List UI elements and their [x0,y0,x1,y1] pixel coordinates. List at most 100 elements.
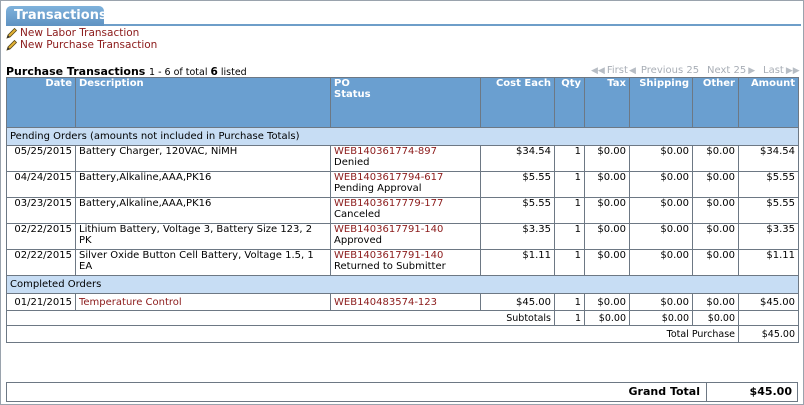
cell-cost: $3.35 [480,223,555,250]
cell-status: Returned to Submitter [334,261,446,272]
subtotal-shipping: $0.00 [629,310,693,326]
cell-date: 04/24/2015 [6,171,76,198]
cell-cost: $5.55 [480,171,555,198]
cell-tax: $0.00 [584,223,630,250]
tab-transactions[interactable]: Transactions [6,6,107,26]
table-row[interactable]: 05/25/2015 Battery Charger, 120VAC, NiMH W… [6,145,799,172]
record-count: 1 - 6 of total 6 listed [149,66,247,78]
cell-tax: $0.00 [584,145,630,172]
last-page-icon: ▶▶ [785,65,800,76]
cell-qty: 1 [554,249,585,276]
table-row[interactable]: 04/24/2015 Battery,Alkaline,AAA,PK16 WEB14… [6,171,799,198]
pager-last-label: Last [763,65,784,76]
cell-tax: $0.00 [584,293,630,311]
col-amount[interactable]: Amount [738,77,799,128]
pencil-icon [6,27,18,39]
table-row[interactable]: 02/22/2015 Silver Oxide Button Cell Batte… [6,249,799,276]
cell-date: 03/23/2015 [6,197,76,224]
subtotal-other: $0.00 [692,310,739,326]
cell-cost: $1.11 [480,249,555,276]
new-labor-transaction-link[interactable]: New Labor Transaction [20,27,140,39]
cell-status: Pending Approval [334,183,422,194]
col-qty[interactable]: Qty [554,77,585,128]
purchase-transactions-title: Purchase Transactions [6,65,146,78]
first-page-icon: ◀◀ [591,65,605,76]
cell-date: 05/25/2015 [6,145,76,172]
table-row[interactable]: 01/21/2015 Temperature Control WEB140483… [6,293,799,311]
cell-status: Denied [334,157,370,168]
subtotal-qty: 1 [554,310,585,326]
cell-shipping: $0.00 [629,293,693,311]
cell-other: $0.00 [692,171,739,198]
pager-next-label: Next 25 [707,65,747,76]
grand-total-bar: Grand Total $45.00 [6,382,798,402]
pager-last[interactable]: Last ▶▶ [763,65,802,76]
cell-description-link[interactable]: Temperature Control [75,293,331,311]
table-row[interactable]: 02/22/2015 Lithium Battery, Voltage 3, Ba… [6,223,799,250]
cell-qty: 1 [554,145,585,172]
new-purchase-transaction[interactable]: New Purchase Transaction [6,39,157,51]
total-purchase-row: Total Purchase $45.00 [6,325,799,343]
cell-tax: $0.00 [584,197,630,224]
cell-cost: $45.00 [480,293,555,311]
cell-po-status: WEB1403617794-617 Pending Approval [330,171,481,198]
col-cost-each[interactable]: Cost Each [480,77,555,128]
grand-total-label: Grand Total [7,383,707,401]
col-shipping[interactable]: Shipping [629,77,693,128]
record-total: 6 [210,66,218,78]
col-other[interactable]: Other [692,77,739,128]
cell-amount: $34.54 [738,145,799,172]
pager-next[interactable]: Next 25 ▶ [707,65,757,76]
pager-first-label: First [606,65,628,76]
cell-description: Silver Oxide Button Cell Battery, Voltag… [75,249,331,276]
cell-qty: 1 [554,197,585,224]
new-labor-transaction[interactable]: New Labor Transaction [6,27,157,39]
purchase-transactions-table: Date Description PO Status Cost Each Qty… [6,77,799,343]
cell-other: $0.00 [692,249,739,276]
cell-shipping: $0.00 [629,223,693,250]
cell-date: 02/22/2015 [6,249,76,276]
next-page-icon: ▶ [748,65,756,76]
col-tax[interactable]: Tax [584,77,630,128]
cell-date: 02/22/2015 [6,223,76,250]
cell-other: $0.00 [692,197,739,224]
cell-po-status: WEB1403617791-140 Approved [330,223,481,250]
cell-po-status: WEB140361774-897 Denied [330,145,481,172]
cell-tax: $0.00 [584,249,630,276]
cell-other: $0.00 [692,145,739,172]
new-purchase-transaction-link[interactable]: New Purchase Transaction [20,39,158,51]
cell-po-link[interactable]: WEB140483574-123 [330,293,481,311]
cell-cost: $5.55 [480,197,555,224]
total-purchase-value: $45.00 [738,325,799,343]
cell-qty: 1 [554,171,585,198]
table-row[interactable]: 03/23/2015 Battery,Alkaline,AAA,PK16 WEB14… [6,197,799,224]
record-suffix: listed [220,67,247,78]
cell-po-link[interactable]: WEB1403617794-617 [334,172,444,183]
col-description[interactable]: Description [75,77,331,128]
cell-po-link[interactable]: WEB1403617791-140 [334,224,444,235]
table-header: Date Description PO Status Cost Each Qty… [6,77,799,128]
cell-date: 01/21/2015 [6,293,76,311]
pager-first[interactable]: ◀◀ First [589,65,628,76]
record-range: 1 - 6 of total [149,67,208,78]
cell-other: $0.00 [692,293,739,311]
cell-cost: $34.54 [480,145,555,172]
cell-amount: $3.35 [738,223,799,250]
section-pending: Pending Orders (amounts not included in … [6,127,799,146]
pager-previous[interactable]: ◀ Previous 25 [627,65,699,76]
col-date[interactable]: Date [6,77,76,128]
col-po-status[interactable]: PO Status [330,77,481,128]
cell-po-link[interactable]: WEB1403617791-140 [334,250,444,261]
cell-po-link[interactable]: WEB1403617779-177 [334,198,444,209]
cell-amount: $5.55 [738,197,799,224]
cell-shipping: $0.00 [629,249,693,276]
subtotals-row: Subtotals 1 $0.00 $0.00 $0.00 [6,310,799,326]
cell-amount: $5.55 [738,171,799,198]
cell-shipping: $0.00 [629,145,693,172]
cell-description: Battery,Alkaline,AAA,PK16 [75,197,331,224]
cell-po-link[interactable]: WEB140361774-897 [334,146,438,157]
pager-previous-label: Previous 25 [640,65,700,76]
cell-qty: 1 [554,293,585,311]
previous-page-icon: ◀ [629,65,636,76]
